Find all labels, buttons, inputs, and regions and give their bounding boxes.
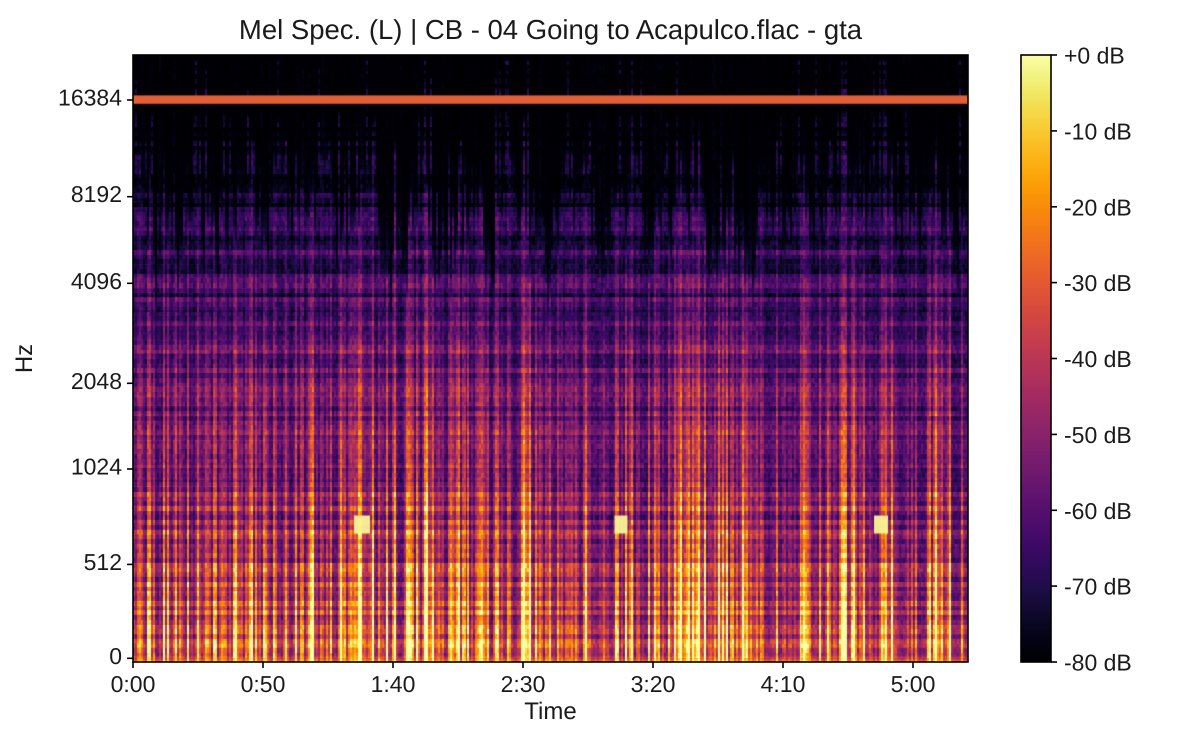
svg-text:0:00: 0:00 [111, 671, 156, 697]
svg-text:2048: 2048 [71, 368, 122, 394]
svg-text:512: 512 [84, 549, 122, 575]
svg-text:1024: 1024 [71, 454, 122, 480]
svg-text:-60 dB: -60 dB [1064, 498, 1132, 524]
svg-text:-10 dB: -10 dB [1064, 118, 1132, 144]
svg-text:Time: Time [524, 698, 576, 725]
svg-text:5:00: 5:00 [891, 671, 936, 697]
svg-text:-30 dB: -30 dB [1064, 270, 1132, 296]
svg-text:-70 dB: -70 dB [1064, 574, 1132, 600]
svg-text:0:50: 0:50 [241, 671, 286, 697]
svg-text:-50 dB: -50 dB [1064, 422, 1132, 448]
svg-text:4096: 4096 [71, 268, 122, 294]
svg-text:-80 dB: -80 dB [1064, 650, 1132, 676]
svg-text:Hz: Hz [11, 344, 38, 373]
svg-text:3:20: 3:20 [631, 671, 676, 697]
svg-text:0: 0 [109, 643, 122, 669]
svg-text:1:40: 1:40 [371, 671, 416, 697]
svg-text:4:10: 4:10 [761, 671, 806, 697]
svg-text:+0 dB: +0 dB [1064, 43, 1125, 69]
svg-text:8192: 8192 [71, 181, 122, 207]
svg-text:-20 dB: -20 dB [1064, 194, 1132, 220]
svg-text:-40 dB: -40 dB [1064, 346, 1132, 372]
svg-text:2:30: 2:30 [501, 671, 546, 697]
svg-text:16384: 16384 [58, 85, 122, 111]
